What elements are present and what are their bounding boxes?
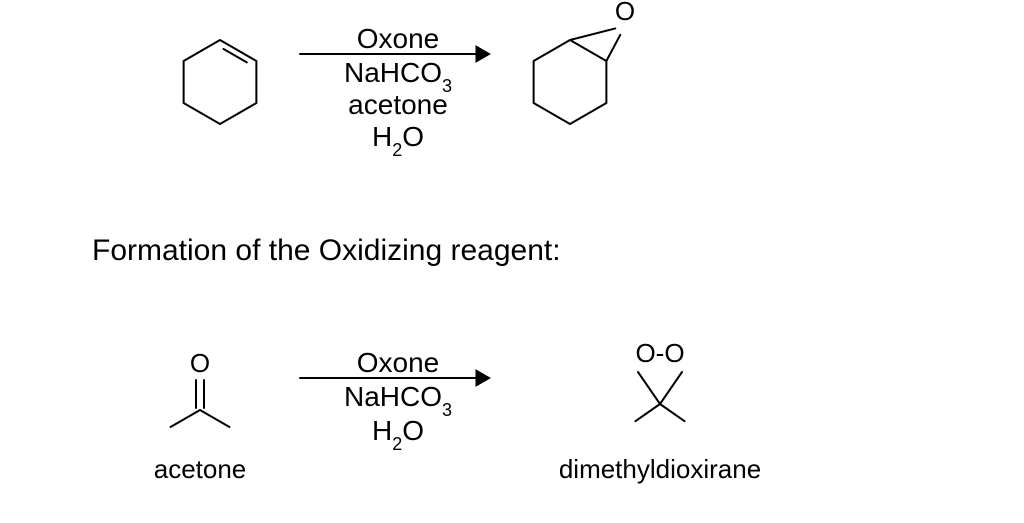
rxn2-dmdo-caption: dimethyldioxirane — [559, 454, 761, 484]
section-heading: Formation of the Oxidizing reagent: — [92, 234, 561, 267]
rxn1-reagent-0: Oxone — [357, 23, 440, 54]
rxn2-reagent-1: NaHCO3 — [344, 381, 452, 420]
rxn2-reagent-2: H2O — [372, 415, 424, 454]
rxn2-reagent-0: Oxone — [357, 347, 440, 378]
rxn2-dmdo-OO: O-O — [635, 338, 684, 368]
rxn2-acetone-O: O — [190, 348, 210, 378]
reaction-scheme-svg: OxoneNaHCO3acetoneH2OOFormation of the O… — [0, 0, 1024, 523]
rxn1-reagent-3: H2O — [372, 121, 424, 160]
rxn1-epoxide-O: O — [615, 0, 635, 26]
rxn2-acetone-caption: acetone — [154, 454, 247, 484]
rxn1-reagent-2: acetone — [348, 89, 448, 120]
